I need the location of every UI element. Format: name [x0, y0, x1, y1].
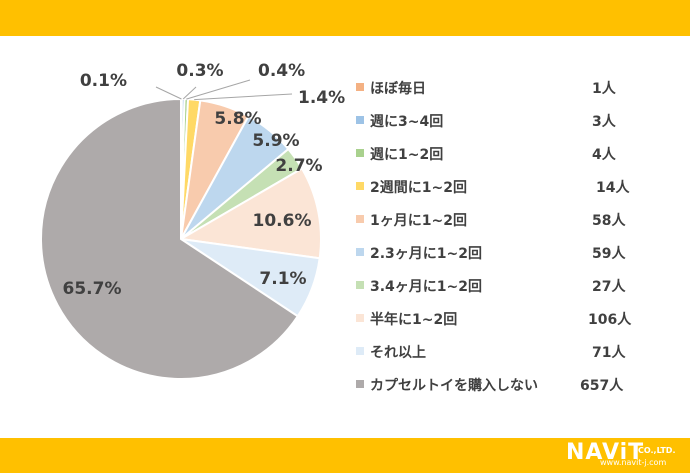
legend-item: 週に1~2回 4人	[356, 144, 676, 164]
legend-label: 3.4ヶ月に1~2回	[370, 279, 483, 295]
slice-percent-label: 0.3%	[176, 61, 223, 81]
legend-count: 657人	[580, 378, 624, 394]
slice-percent-label: 5.9%	[252, 131, 299, 151]
leader-line	[182, 86, 197, 100]
slice-percent-label: 0.4%	[258, 61, 305, 81]
legend-swatch	[356, 380, 364, 388]
legend-label: 半年に1~2回	[370, 312, 458, 328]
legend-count: 71人	[592, 345, 626, 361]
legend-count: 27人	[592, 279, 626, 295]
legend-item: 2週間に1~2回 14人	[356, 177, 676, 197]
leader-line	[194, 93, 293, 101]
logo-url: www.navit-j.com	[600, 458, 667, 467]
legend-item: それ以上 71人	[356, 342, 676, 362]
legend-count: 14人	[596, 180, 630, 196]
legend-label: 週に3~4回	[370, 114, 444, 130]
legend-label: 2.3ヶ月に1~2回	[370, 246, 483, 262]
slice-percent-label: 65.7%	[63, 279, 122, 299]
legend-item: カプセルトイを購入しない 657人	[356, 375, 676, 395]
legend-swatch	[356, 215, 364, 223]
slice-percent-label: 0.1%	[80, 71, 127, 91]
logo-company: CO.,LTD.	[638, 446, 676, 455]
legend-label: カプセルトイを購入しない	[370, 378, 538, 394]
legend-label: 2週間に1~2回	[370, 180, 467, 196]
pie-slice	[177, 167, 322, 260]
legend-count: 3人	[592, 114, 616, 130]
slice-percent-label: 1.4%	[298, 88, 345, 108]
top-banner	[0, 0, 690, 36]
navit-logo: NAViT CO.,LTD. www.navit-j.com	[566, 440, 686, 470]
legend-label: それ以上	[370, 345, 426, 361]
legend-label: 週に1~2回	[370, 147, 444, 163]
logo-text: NAViT	[566, 440, 645, 465]
pie-slice	[40, 97, 300, 380]
legend-count: 58人	[592, 213, 626, 229]
legend-count: 4人	[592, 147, 616, 163]
legend-swatch	[356, 281, 364, 289]
leader-line	[155, 86, 182, 100]
legend-count: 1人	[592, 81, 616, 97]
legend-swatch	[356, 83, 364, 91]
legend-item: 週に3~4回 3人	[356, 111, 676, 131]
legend-label: 1ヶ月に1~2回	[370, 213, 467, 229]
legend-swatch	[356, 248, 364, 256]
legend-swatch	[356, 116, 364, 124]
bottom-banner	[0, 438, 690, 473]
legend-item: 1ヶ月に1~2回 58人	[356, 210, 676, 230]
legend-item: 3.4ヶ月に1~2回 27人	[356, 276, 676, 296]
legend-swatch	[356, 149, 364, 157]
legend-count: 106人	[588, 312, 632, 328]
leader-line	[186, 79, 251, 100]
legend-swatch	[356, 347, 364, 355]
legend-item: 2.3ヶ月に1~2回 59人	[356, 243, 676, 263]
legend-item: ほぼ毎日 1人	[356, 78, 676, 98]
legend-item: 半年に1~2回 106人	[356, 309, 676, 329]
legend-label: ほぼ毎日	[370, 81, 426, 97]
legend-swatch	[356, 314, 364, 322]
legend-swatch	[356, 182, 364, 190]
slice-percent-label: 5.8%	[214, 109, 261, 129]
legend-count: 59人	[592, 246, 626, 262]
slice-percent-label: 10.6%	[253, 211, 312, 231]
slice-percent-label: 7.1%	[259, 269, 306, 289]
slice-percent-label: 2.7%	[275, 156, 322, 176]
